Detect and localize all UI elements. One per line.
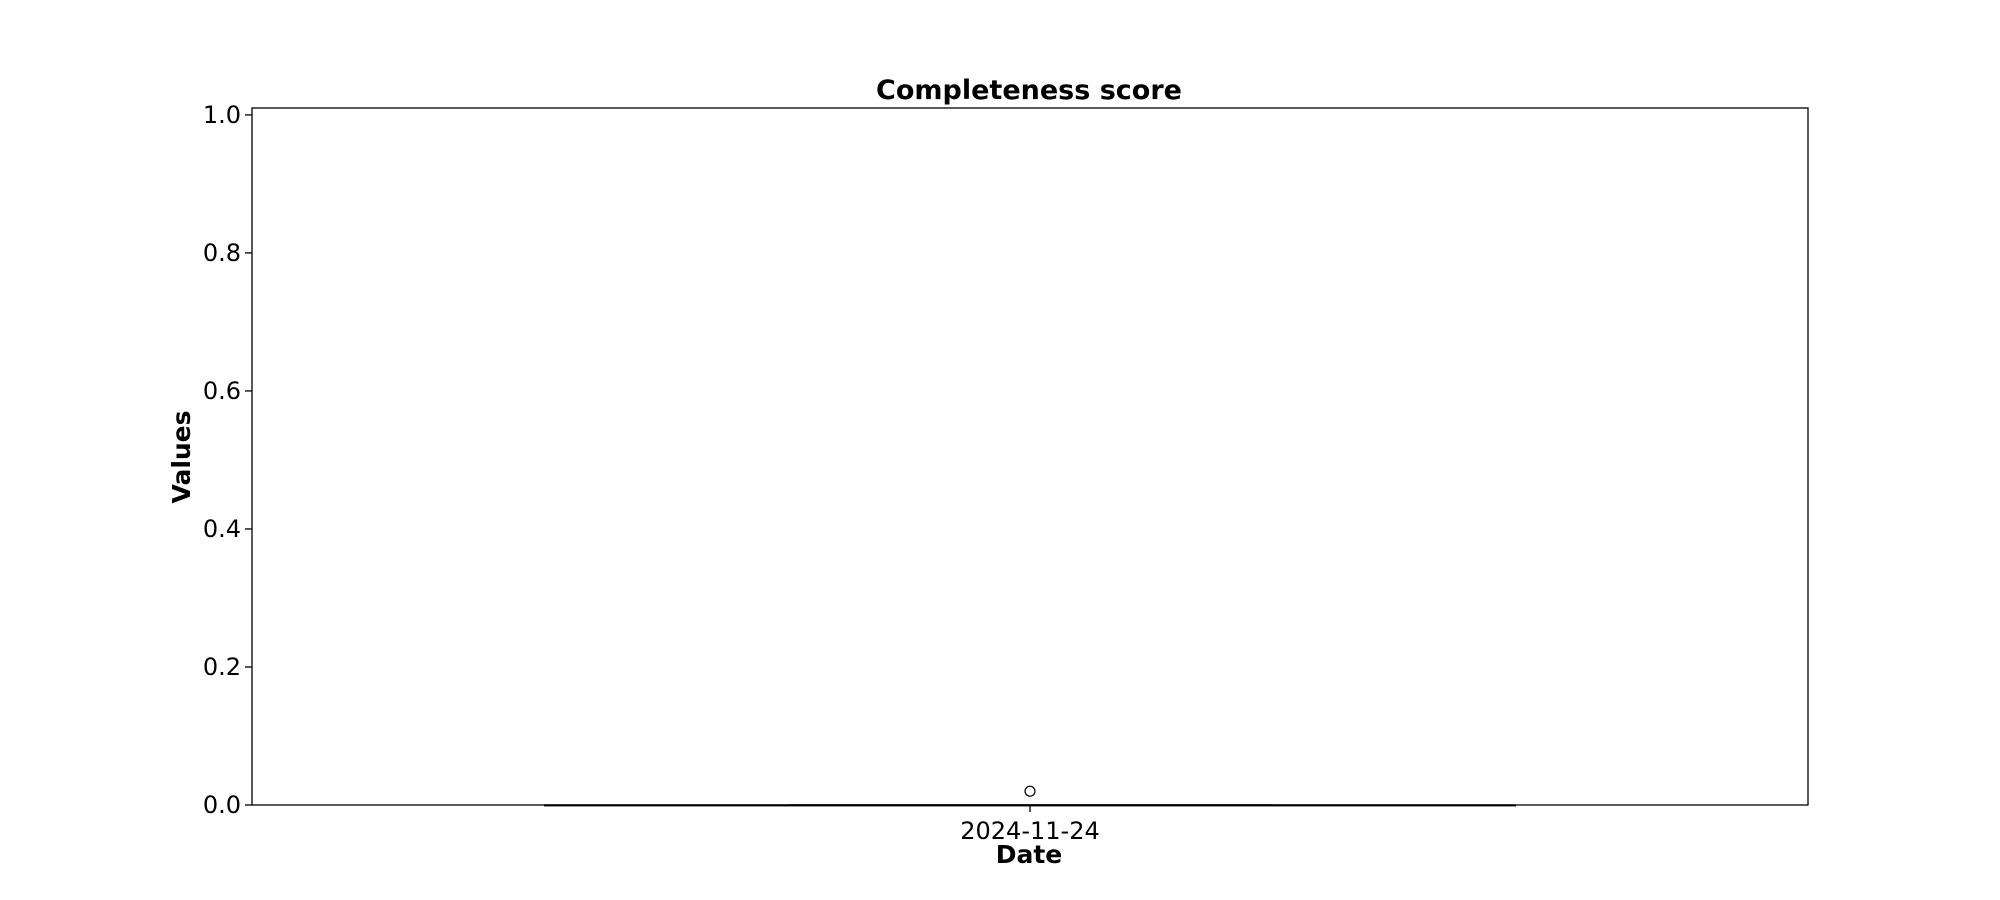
x-axis-title: Date <box>996 840 1063 869</box>
x-tick-label: 2024-11-24 <box>960 817 1099 845</box>
y-tick-label: 1.0 <box>203 101 241 129</box>
plot-area <box>251 107 1809 806</box>
y-axis: 0.0 0.2 0.4 0.6 0.8 1.0 <box>203 101 252 819</box>
y-axis-title: Values <box>167 410 196 503</box>
outlier-point <box>1024 785 1036 797</box>
plot-frame <box>251 107 1809 806</box>
chart-title: Completeness score <box>876 75 1182 106</box>
box-plot-series <box>543 785 1517 807</box>
y-tick-label: 0.2 <box>203 653 241 681</box>
y-tick-label: 0.6 <box>203 377 241 405</box>
y-tick-label: 0.0 <box>203 791 241 819</box>
x-axis: 2024-11-24 <box>960 805 1100 845</box>
y-tick-label: 0.8 <box>203 239 241 267</box>
y-tick-label: 0.4 <box>203 515 241 543</box>
